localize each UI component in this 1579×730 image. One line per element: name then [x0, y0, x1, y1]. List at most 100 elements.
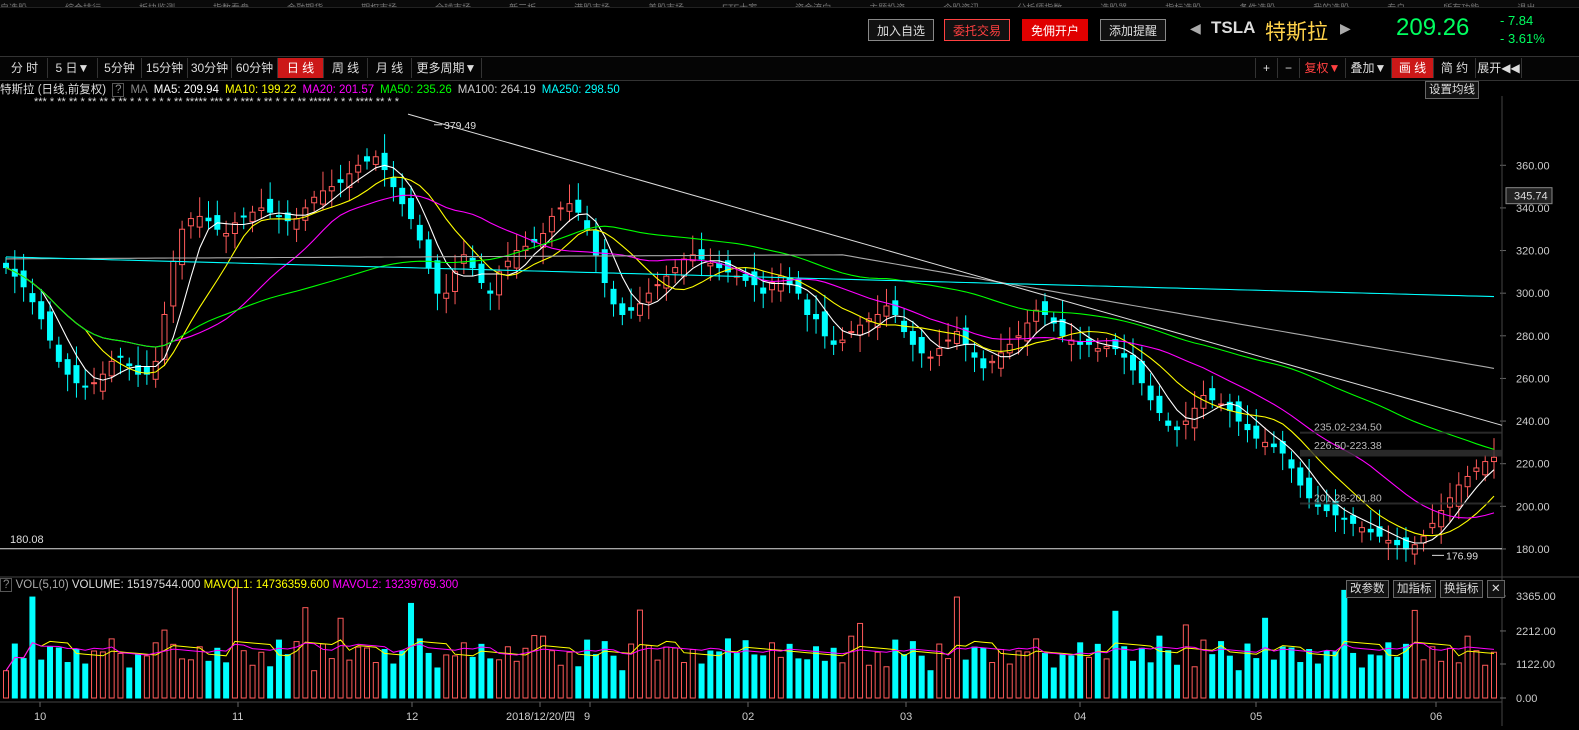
price-axis-label: 360.00 [1516, 160, 1550, 172]
add-watchlist-button[interactable]: 加入自选 [868, 19, 935, 41]
set-ma-button[interactable]: 设置均线 [1425, 81, 1479, 99]
top-menu-item[interactable]: 所有功能 [1443, 3, 1480, 8]
low-price-annotation: 176.99 [1446, 550, 1478, 562]
top-menu-item[interactable]: 条件选股 [1239, 3, 1276, 8]
volume-bar [196, 646, 203, 699]
toolbar-right-button[interactable]: 展开◀◀ [1475, 58, 1522, 78]
volume-bar [1121, 646, 1128, 699]
volume-legend: ? VOL(5,10) VOLUME: 15197544.000 MAVOL1:… [0, 578, 1500, 595]
period-button[interactable]: 周 线 [324, 58, 368, 78]
top-menu-item[interactable]: 专户 [1387, 3, 1406, 8]
top-menu-strip[interactable]: 自选股 综合排行 板块监测 指数看盘 金融期货 期权市场 全球市场 新三板 港股市场 美股市场 ET… [0, 0, 1579, 8]
top-menu-item[interactable]: 新三板 [509, 3, 537, 8]
toolbar-right-button[interactable]: − [1277, 58, 1300, 78]
volume-bar [1464, 635, 1471, 699]
vol-help-icon[interactable]: ? [0, 578, 13, 592]
candle [513, 250, 520, 269]
candle [1332, 501, 1339, 516]
candle [170, 260, 177, 307]
change-params-button[interactable]: 改参数 [1346, 580, 1389, 598]
volume-bar [619, 670, 626, 699]
candle [223, 232, 230, 237]
top-menu-item[interactable]: 金融期货 [287, 3, 324, 8]
period-button[interactable]: 30分钟 [188, 58, 232, 78]
volume-bar [1235, 670, 1242, 699]
add-alert-button[interactable]: 添加提醒 [1100, 19, 1167, 41]
candle [821, 311, 828, 337]
help-icon[interactable]: ? [112, 83, 125, 97]
candle [936, 348, 943, 356]
close-indicator-button[interactable]: ✕ [1487, 580, 1505, 598]
mavol1-line [5, 639, 1495, 671]
top-menu-item[interactable]: 我的选股 [1313, 3, 1350, 8]
period-button[interactable]: 分 时 [2, 58, 48, 78]
top-menu-item[interactable]: 退出 [1517, 3, 1536, 8]
add-indicator-button[interactable]: 加指标 [1393, 580, 1436, 598]
x-axis-label: 04 [1074, 711, 1086, 723]
toolbar-right-button[interactable]: 画 线 [1391, 58, 1434, 78]
top-menu-item[interactable]: 指数看盘 [213, 3, 250, 8]
volume-bar [689, 649, 696, 699]
price-axis-label: 340.00 [1516, 203, 1550, 215]
vol-axis-label: 0.00 [1516, 693, 1537, 705]
period-button[interactable]: 日 线 [278, 58, 324, 78]
candle [909, 331, 916, 345]
prev-stock-icon[interactable]: ◀ [1190, 20, 1201, 36]
top-menu-item[interactable]: 资金流向 [795, 3, 832, 8]
entrust-trade-button[interactable]: 委托交易 [944, 19, 1011, 41]
candle [997, 352, 1004, 369]
period-button[interactable]: 月 线 [368, 58, 412, 78]
volume-bar [1200, 639, 1207, 699]
gap1-label: 235.02-234.50 [1314, 422, 1382, 434]
candle [1059, 319, 1066, 337]
candle [249, 211, 256, 223]
x-axis-label: 12 [406, 711, 418, 723]
top-menu-item[interactable]: 自选股 [0, 3, 28, 8]
kline-chart[interactable]: 360.00 340.00 320.00 300.00 280.00 260.00 240.… [0, 96, 1579, 730]
switch-indicator-button[interactable]: 换指标 [1440, 580, 1483, 598]
price-axis-label: 240.00 [1516, 416, 1550, 428]
top-menu-item[interactable]: 个股资讯 [943, 3, 980, 8]
toolbar-right-button[interactable]: 叠加▼ [1345, 58, 1392, 78]
top-menu-item[interactable]: 港股市场 [574, 3, 611, 8]
volume-bar [1156, 635, 1163, 699]
period-button[interactable]: 5 日▼ [48, 58, 98, 78]
period-button[interactable]: 更多周期▼ [412, 58, 482, 78]
toolbar-right-button[interactable]: 简 约 [1433, 58, 1476, 78]
top-menu-item[interactable]: 选股器 [1100, 3, 1128, 8]
top-menu-item[interactable]: 板块监测 [139, 3, 176, 8]
candle [592, 230, 599, 256]
mavol1-value: MAVOL1: 14736359.600 [203, 579, 330, 591]
top-menu-item[interactable]: 主题投资 [869, 3, 906, 8]
toolbar-right-button[interactable]: + [1255, 58, 1278, 78]
vol-axis-label: 2212.00 [1516, 626, 1556, 638]
top-menu-item[interactable]: 全球市场 [435, 3, 472, 8]
toolbar-right-button[interactable]: 复权▼ [1299, 58, 1346, 78]
volume-bar [38, 659, 45, 699]
open-account-button[interactable]: 免佣开户 [1022, 19, 1089, 41]
ma20-line [5, 194, 1495, 519]
candle [328, 186, 335, 192]
price-change: - 7.84 [1500, 13, 1534, 28]
volume-bar [425, 652, 432, 699]
period-button[interactable]: 15分钟 [142, 58, 188, 78]
top-menu-item[interactable]: ETF大家 [722, 3, 758, 8]
top-menu-item[interactable]: 期权市场 [361, 3, 398, 8]
volume-bar [1253, 658, 1260, 699]
volume-bar [848, 635, 855, 699]
ma250-line [5, 256, 1495, 298]
period-button[interactable]: 5分钟 [98, 58, 142, 78]
candle [1077, 341, 1084, 345]
period-button[interactable]: 60分钟 [232, 58, 278, 78]
volume-bar [1376, 655, 1383, 699]
candle [1165, 420, 1172, 426]
candle [1121, 353, 1128, 358]
candle [460, 254, 467, 264]
top-menu-item[interactable]: 指标选股 [1165, 3, 1202, 8]
top-menu-item[interactable]: 综合排行 [65, 3, 102, 8]
top-menu-item[interactable]: 分析师指数 [1017, 3, 1063, 8]
volume-bar [64, 662, 71, 699]
top-menu-item[interactable]: 美股市场 [648, 3, 685, 8]
volume-bar [1244, 643, 1251, 699]
next-stock-icon[interactable]: ▶ [1340, 20, 1351, 36]
